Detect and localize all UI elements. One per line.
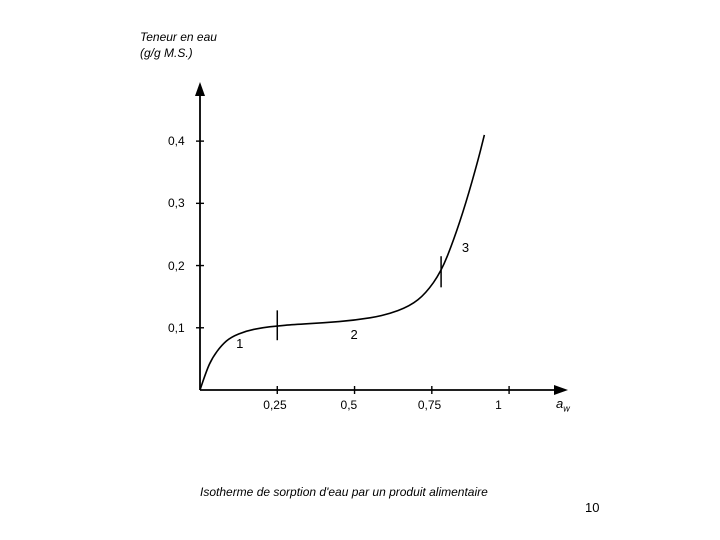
curve-region-label: 3: [462, 240, 469, 255]
y-tick-label: 0,1: [168, 321, 185, 335]
y-title-line1: Teneur en eau: [140, 30, 217, 44]
chart-caption: Isotherme de sorption d'eau par un produ…: [200, 485, 488, 499]
curve-region-label: 2: [351, 327, 358, 342]
sorption-isotherm-chart: Teneur en eau (g/g M.S.) 0,1 0,2 0,3 0,4 0,2…: [140, 30, 580, 460]
x-tick-label: 1: [495, 398, 502, 412]
y-title-line2: (g/g M.S.): [140, 46, 193, 60]
plot-area: [140, 30, 580, 430]
x-tick-label: 0,75: [418, 398, 441, 412]
page-number: 10: [585, 500, 599, 515]
x-tick-label: 0,25: [263, 398, 286, 412]
y-axis-title: Teneur en eau (g/g M.S.): [140, 30, 217, 61]
y-tick-label: 0,3: [168, 196, 185, 210]
curve-region-label: 1: [236, 336, 243, 351]
x-tick-label: 0,5: [341, 398, 358, 412]
y-tick-label: 0,2: [168, 259, 185, 273]
x-axis-label: aw: [556, 396, 570, 414]
y-tick-label: 0,4: [168, 134, 185, 148]
